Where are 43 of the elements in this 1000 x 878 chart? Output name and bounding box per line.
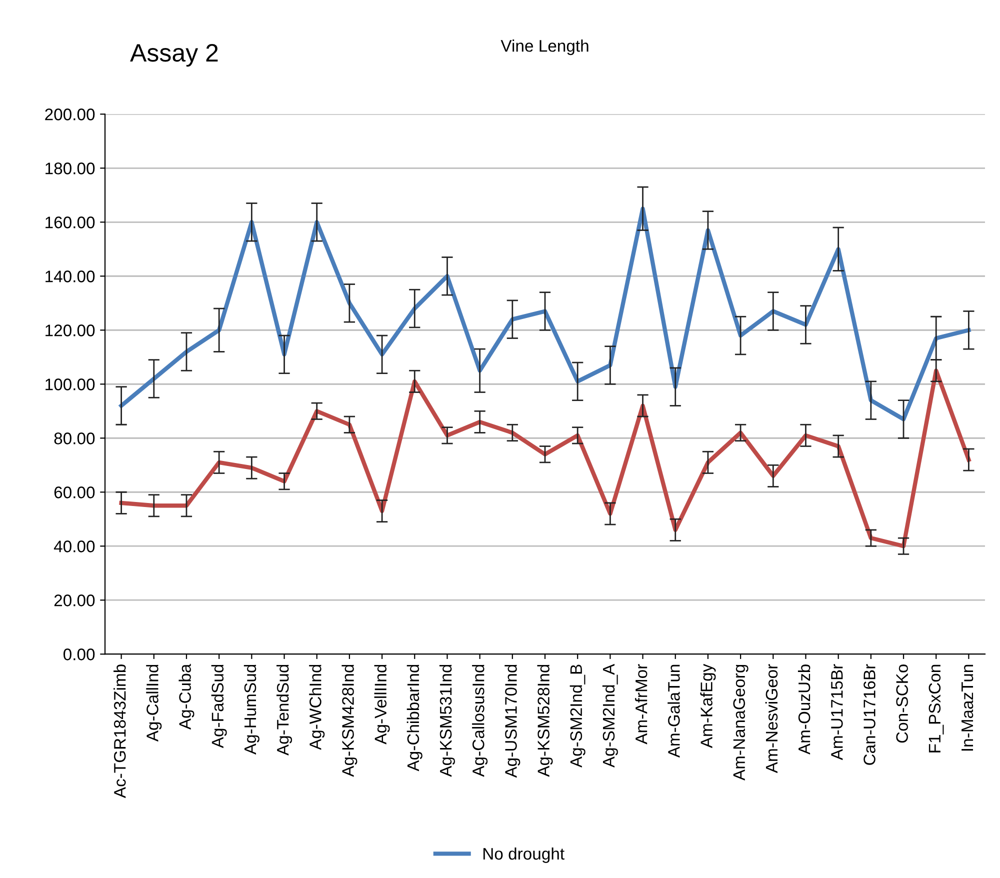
x-tick-label: Ag-HumSud (244, 664, 260, 755)
x-tick-label: Am-KafEgy (700, 664, 716, 748)
y-tick-label: 100.00 (46, 378, 95, 390)
x-tick-label: Ag-KSM528Ind (537, 664, 553, 777)
y-tick-label: 160.00 (46, 216, 95, 228)
y-tick-label: 20.00 (54, 594, 95, 606)
y-tick-label: 180.00 (46, 162, 95, 174)
x-tick-label: Ag-KSM531Ind (439, 664, 455, 777)
y-tick-label: 0.00 (63, 648, 95, 660)
x-tick-label: Am-AfrMor (635, 664, 648, 744)
line-series (119, 368, 971, 548)
x-tick-label: F1_PSxCon (928, 664, 944, 752)
x-tick-label: Ag-ChibbarInd (406, 664, 422, 772)
y-tick-label: 80.00 (54, 432, 95, 444)
chart-title: Vine Length (500, 40, 588, 56)
x-tick-label: Ag-FadSud (211, 664, 227, 748)
x-tick-label: Am-OuzUzb (798, 664, 810, 755)
x-tick-label: Ag-USM170Ind (504, 664, 520, 778)
y-tick-label: 60.00 (54, 486, 95, 498)
x-tick-label: Am-U1715Br (831, 664, 843, 760)
x-tick-label: Ag-TendSud (276, 664, 292, 756)
x-tick-label: Ac-TGR1843Zimb (114, 664, 126, 798)
y-tick-label: 120.00 (46, 324, 95, 336)
x-tick-label: Ag-KSM428Ind (342, 664, 358, 777)
line-series (119, 206, 971, 422)
x-tick-label: Can-U1716Br (864, 664, 876, 765)
x-tick-label: Ag-SM2Ind_B (570, 664, 586, 768)
x-tick-label: Am-NesviGeor (765, 664, 778, 774)
x-tick-label: Am-NanaGeorg (733, 664, 748, 781)
x-tick-label: Ag-VellIInd (374, 664, 390, 744)
x-tick-label: Con-SCKo (896, 664, 908, 743)
x-tick-label: Ag-CallosusInd (472, 664, 488, 777)
x-tick-label: Ag-SM2Ind_A (602, 664, 618, 768)
y-tick-label: 200.00 (45, 108, 95, 120)
x-tick-label: Am-GalaTun (668, 664, 680, 758)
legend-label: No drought (483, 847, 564, 863)
x-tick-label: In-MaazTun (962, 664, 974, 751)
text: Assay 2 (130, 44, 218, 67)
y-tick-label: 40.00 (54, 540, 95, 552)
x-tick-label: Ag-CallInd (146, 664, 162, 742)
y-tick-label: 140.00 (46, 270, 95, 282)
x-tick-label: Ag-Cuba (178, 664, 194, 730)
x-tick-label: Ag-WChInd (309, 664, 325, 750)
